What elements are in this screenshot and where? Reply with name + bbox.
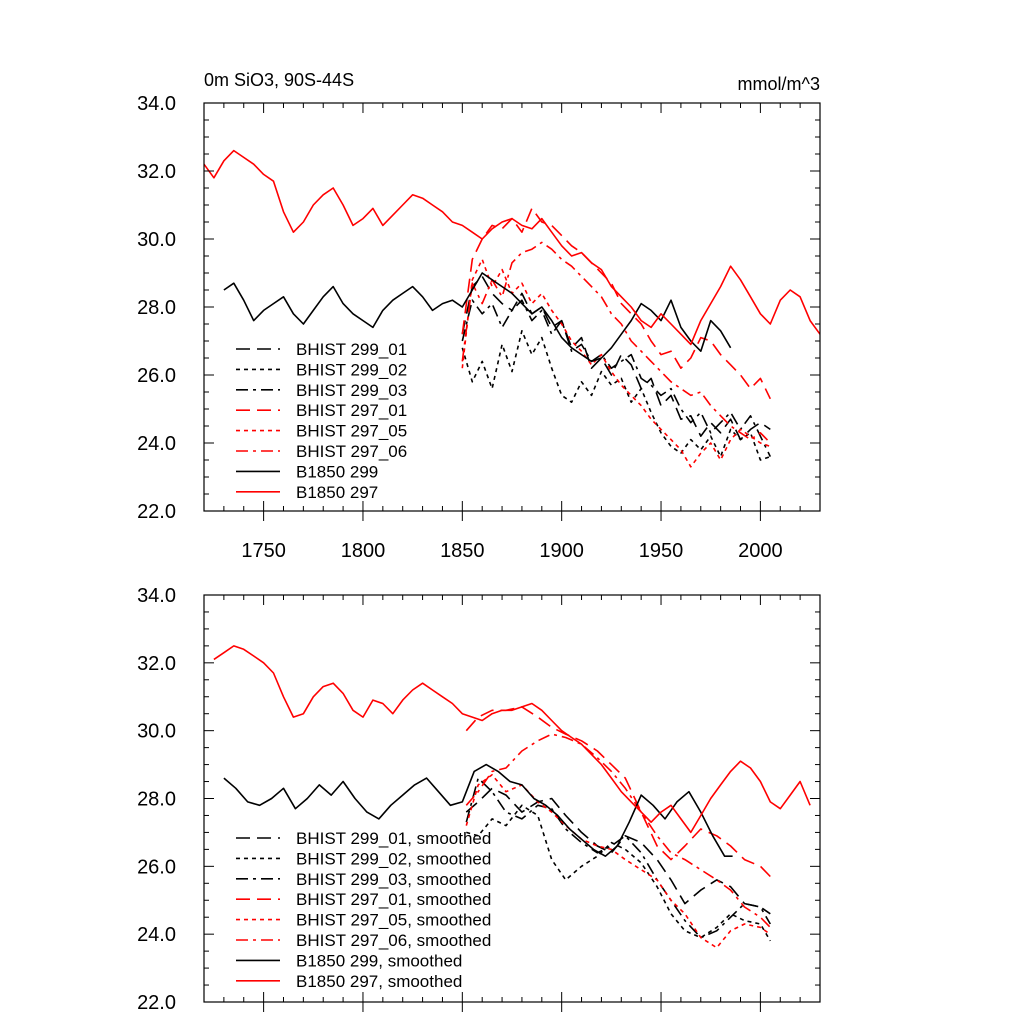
title-left: 0m SiO3, 90S-44S bbox=[204, 70, 354, 90]
series-line-bhist-297-01-smoothed bbox=[465, 706, 771, 878]
legend-label: BHIST 297_05 bbox=[296, 422, 407, 441]
x-tick-label: 1850 bbox=[440, 540, 485, 562]
legend-label: BHIST 297_01 bbox=[296, 401, 407, 420]
x-tick-label: 2000 bbox=[738, 540, 783, 562]
x-tick-label: 1800 bbox=[341, 540, 386, 562]
legend-label: BHIST 299_01, smoothed bbox=[296, 829, 491, 848]
y-tick-label: 34.0 bbox=[137, 585, 176, 607]
series-line-bhist-299-02-smoothed bbox=[466, 804, 771, 942]
y-tick-label: 30.0 bbox=[137, 721, 176, 743]
y-tick-label: 32.0 bbox=[137, 653, 176, 675]
x-tick-label: 1950 bbox=[639, 540, 684, 562]
legend-label: BHIST 299_03 bbox=[296, 381, 407, 400]
y-tick-label: 30.0 bbox=[137, 229, 176, 251]
y-tick-label: 32.0 bbox=[137, 161, 176, 183]
series-line-bhist-297-06 bbox=[461, 241, 771, 444]
title-right: mmol/m^3 bbox=[738, 74, 820, 94]
legend-label: BHIST 299_02, smoothed bbox=[296, 849, 491, 868]
legend-label: B1850 299 bbox=[296, 462, 378, 481]
series-group bbox=[213, 645, 811, 949]
series-line-bhist-299-02 bbox=[461, 330, 771, 461]
series-line-bhist-299-03 bbox=[461, 299, 772, 457]
series-line-b1850-297 bbox=[204, 149, 820, 346]
series-line-b1850-299 bbox=[223, 272, 732, 363]
x-tick-label: 1750 bbox=[241, 540, 286, 562]
series-line-bhist-297-05 bbox=[461, 258, 771, 468]
y-tick-label: 22.0 bbox=[137, 501, 176, 523]
legend-label: BHIST 299_03, smoothed bbox=[296, 870, 491, 889]
legend-label: BHIST 299_01 bbox=[296, 340, 407, 359]
series-line-bhist-297-05-smoothed bbox=[465, 774, 771, 949]
y-tick-label: 26.0 bbox=[137, 856, 176, 878]
x-tick-label: 1900 bbox=[539, 540, 584, 562]
y-tick-label: 34.0 bbox=[137, 93, 176, 115]
series-line-b1850-297-smoothed bbox=[213, 645, 811, 834]
legend-label: BHIST 297_06, smoothed bbox=[296, 931, 491, 950]
bottom-panel: 22.0 24.0 26.0 28.0 30.0 32.0 34.0 BHIST 299_01… bbox=[137, 585, 821, 1014]
legend-label: BHIST 297_01, smoothed bbox=[296, 890, 491, 909]
legend-label: B1850 299, smoothed bbox=[296, 951, 462, 970]
series-line-bhist-299-01 bbox=[461, 275, 771, 441]
series-group bbox=[204, 149, 820, 468]
top-panel: 22.0 24.0 26.0 28.0 30.0 32.0 34.0 1750 1800 1850… bbox=[137, 93, 821, 562]
y-tick-label: 28.0 bbox=[137, 297, 176, 319]
legend-label: B1850 297 bbox=[296, 483, 378, 502]
y-tick-label: 24.0 bbox=[137, 924, 176, 946]
y-tick-label: 22.0 bbox=[137, 992, 176, 1014]
y-tick-label: 28.0 bbox=[137, 789, 176, 811]
legend-label: BHIST 297_06 bbox=[296, 442, 407, 461]
legend-label: BHIST 299_02 bbox=[296, 360, 407, 379]
legend-label: B1850 297, smoothed bbox=[296, 972, 462, 991]
y-tick-label: 24.0 bbox=[137, 433, 176, 455]
y-tick-label: 26.0 bbox=[137, 365, 176, 387]
series-line-bhist-299-03-smoothed bbox=[465, 777, 771, 939]
series-line-bhist-297-06-smoothed bbox=[465, 733, 771, 928]
series-line-bhist-297-01 bbox=[461, 207, 772, 400]
series-line-b1850-299-smoothed bbox=[223, 763, 733, 857]
legend-label: BHIST 297_05, smoothed bbox=[296, 911, 491, 930]
series-line-bhist-299-01-smoothed bbox=[465, 787, 771, 915]
